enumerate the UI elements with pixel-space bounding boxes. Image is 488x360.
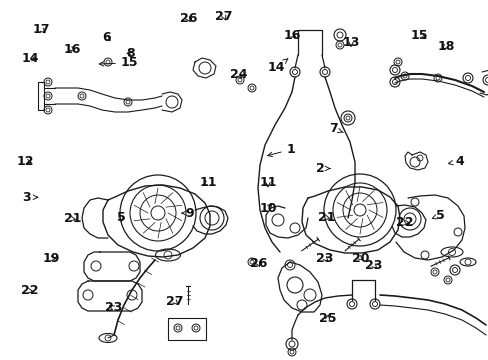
Text: 7: 7 (328, 122, 343, 135)
Text: 19: 19 (42, 252, 60, 265)
Text: 5: 5 (431, 209, 444, 222)
Text: 20: 20 (351, 252, 369, 265)
Text: 3: 3 (22, 191, 38, 204)
Text: 10: 10 (259, 202, 276, 215)
Text: 14: 14 (267, 59, 287, 74)
Text: 13: 13 (342, 36, 359, 49)
Text: 16: 16 (63, 43, 81, 56)
Text: 23: 23 (104, 301, 122, 314)
Text: 26: 26 (179, 12, 197, 25)
Text: 26: 26 (249, 257, 266, 270)
Text: 8: 8 (126, 47, 135, 60)
Text: 1: 1 (267, 143, 295, 157)
Text: 21: 21 (63, 212, 81, 225)
Text: 17: 17 (33, 23, 50, 36)
Text: 12: 12 (17, 155, 34, 168)
Text: 14: 14 (21, 52, 39, 65)
Text: 22: 22 (20, 284, 38, 297)
Text: 23: 23 (316, 252, 333, 265)
Text: 25: 25 (318, 312, 336, 325)
Text: 6: 6 (102, 31, 111, 44)
Text: 21: 21 (317, 211, 335, 224)
Text: 2: 2 (315, 162, 329, 175)
Text: 18: 18 (436, 40, 454, 53)
Text: 5: 5 (117, 211, 125, 224)
Bar (38, 82, 44, 110)
Text: 23: 23 (365, 259, 382, 272)
Text: 27: 27 (215, 10, 232, 23)
Text: 24: 24 (229, 68, 247, 81)
Text: 4: 4 (447, 155, 463, 168)
Bar (168, 318, 205, 340)
Text: 27: 27 (166, 295, 183, 308)
Text: 16: 16 (283, 29, 301, 42)
Text: 11: 11 (259, 176, 276, 189)
Text: 9: 9 (182, 207, 194, 220)
Text: 22: 22 (395, 216, 413, 229)
Text: 15: 15 (99, 57, 138, 69)
Text: 15: 15 (410, 29, 427, 42)
Text: 11: 11 (199, 176, 216, 189)
